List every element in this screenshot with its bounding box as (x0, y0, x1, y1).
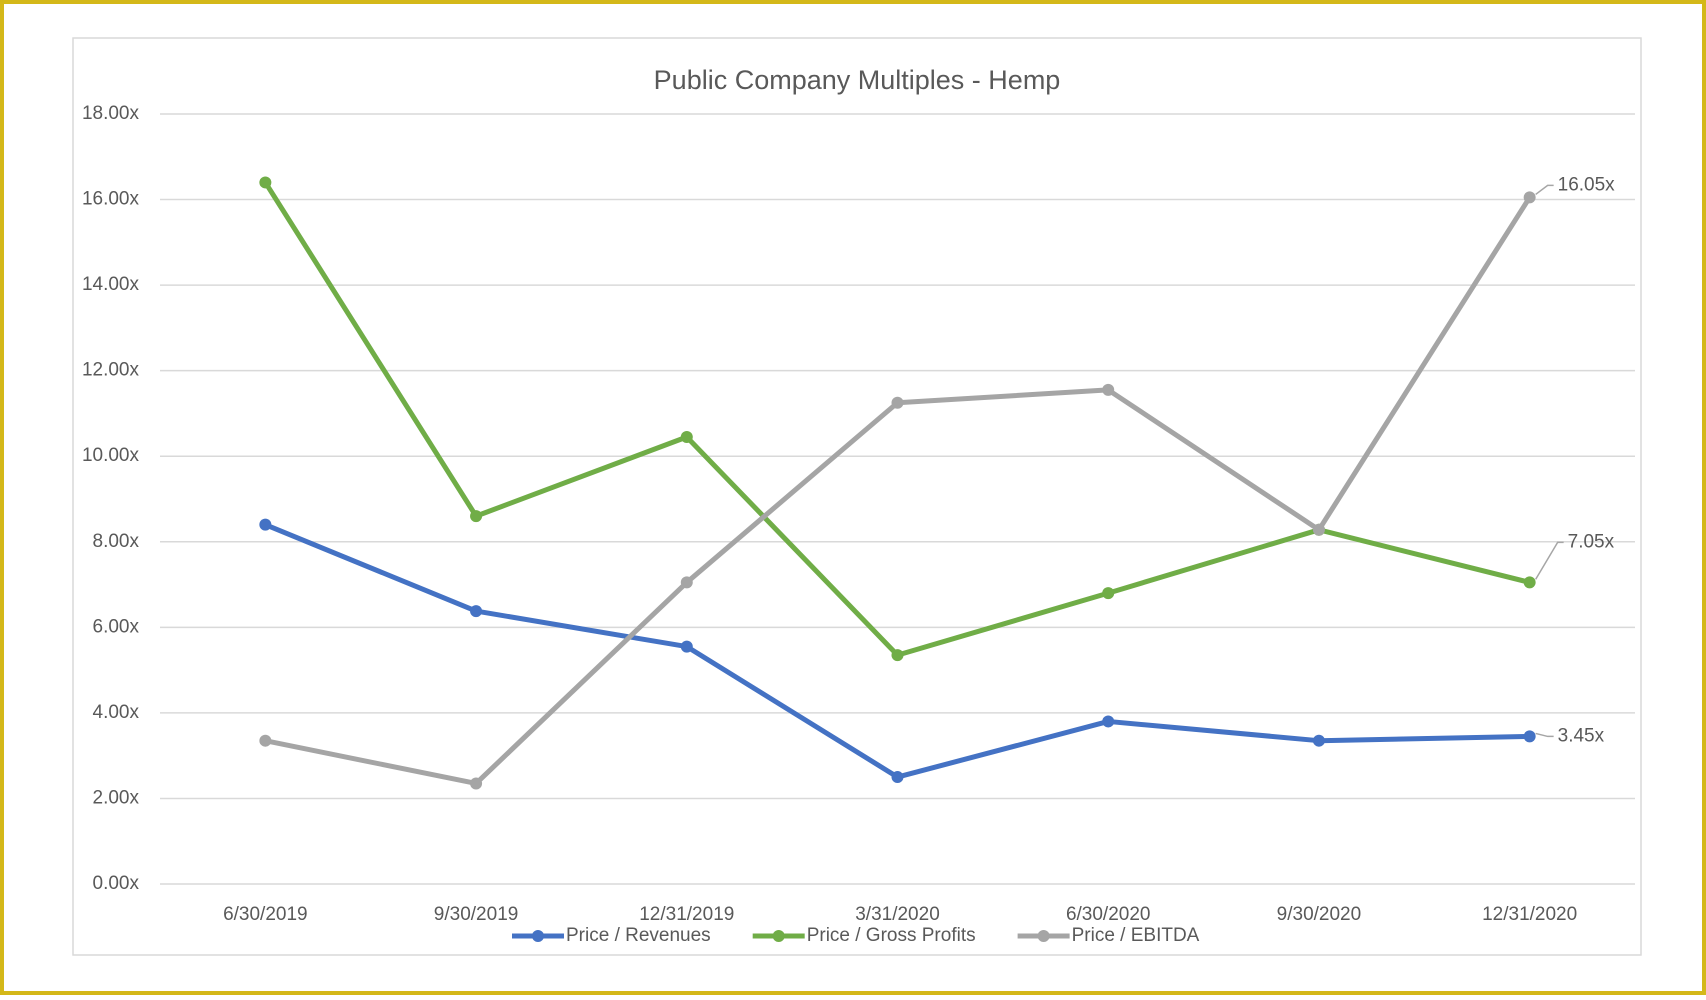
legend-marker (532, 930, 544, 942)
y-tick-label: 10.00x (82, 445, 140, 466)
x-tick-label: 12/31/2019 (639, 904, 734, 925)
y-tick-label: 4.00x (93, 702, 140, 723)
x-tick-label: 12/31/2020 (1482, 904, 1577, 925)
legend-label: Price / Gross Profits (807, 925, 976, 946)
y-tick-label: 6.00x (93, 616, 140, 637)
data-label: 7.05x (1568, 531, 1615, 552)
x-tick-label: 9/30/2020 (1277, 904, 1362, 925)
data-label: 16.05x (1558, 174, 1616, 195)
y-tick-label: 12.00x (82, 360, 140, 381)
data-point (891, 649, 904, 662)
data-point (259, 176, 272, 189)
chart-area (72, 37, 1642, 956)
data-point (470, 605, 483, 618)
data-point (259, 518, 272, 531)
y-tick-label: 2.00x (93, 787, 140, 808)
data-point (1312, 523, 1325, 536)
x-tick-label: 3/31/2020 (855, 904, 940, 925)
x-tick-label: 6/30/2020 (1066, 904, 1151, 925)
data-point (1102, 383, 1115, 396)
data-point (680, 576, 693, 589)
data-point (1312, 734, 1325, 747)
data-point (470, 510, 483, 523)
chart-title: Public Company Multiples - Hemp (654, 65, 1061, 95)
legend-label: Price / EBITDA (1072, 925, 1200, 946)
data-point (680, 430, 693, 443)
leader-line (1535, 184, 1554, 196)
data-point (1102, 587, 1115, 600)
leader-line (1535, 732, 1554, 738)
y-tick-label: 8.00x (93, 531, 140, 552)
data-point (1523, 576, 1536, 589)
legend-marker (1037, 930, 1050, 942)
leader-line (1534, 541, 1564, 580)
data-label: 3.45x (1558, 725, 1605, 746)
legend-label: Price / Revenues (566, 925, 711, 946)
y-tick-label: 0.00x (93, 873, 140, 894)
data-point (1523, 730, 1536, 743)
y-tick-label: 14.00x (82, 274, 140, 295)
data-point (1523, 191, 1536, 204)
x-tick-label: 9/30/2019 (434, 904, 519, 925)
data-point (680, 640, 693, 653)
y-tick-label: 18.00x (82, 103, 140, 124)
data-point (259, 734, 272, 747)
y-tick-label: 16.00x (82, 189, 140, 210)
data-point (891, 771, 904, 784)
legend-marker (772, 930, 785, 942)
data-point (1102, 715, 1115, 728)
data-point (891, 396, 904, 409)
x-tick-label: 6/30/2019 (223, 904, 308, 925)
data-point (470, 777, 483, 790)
